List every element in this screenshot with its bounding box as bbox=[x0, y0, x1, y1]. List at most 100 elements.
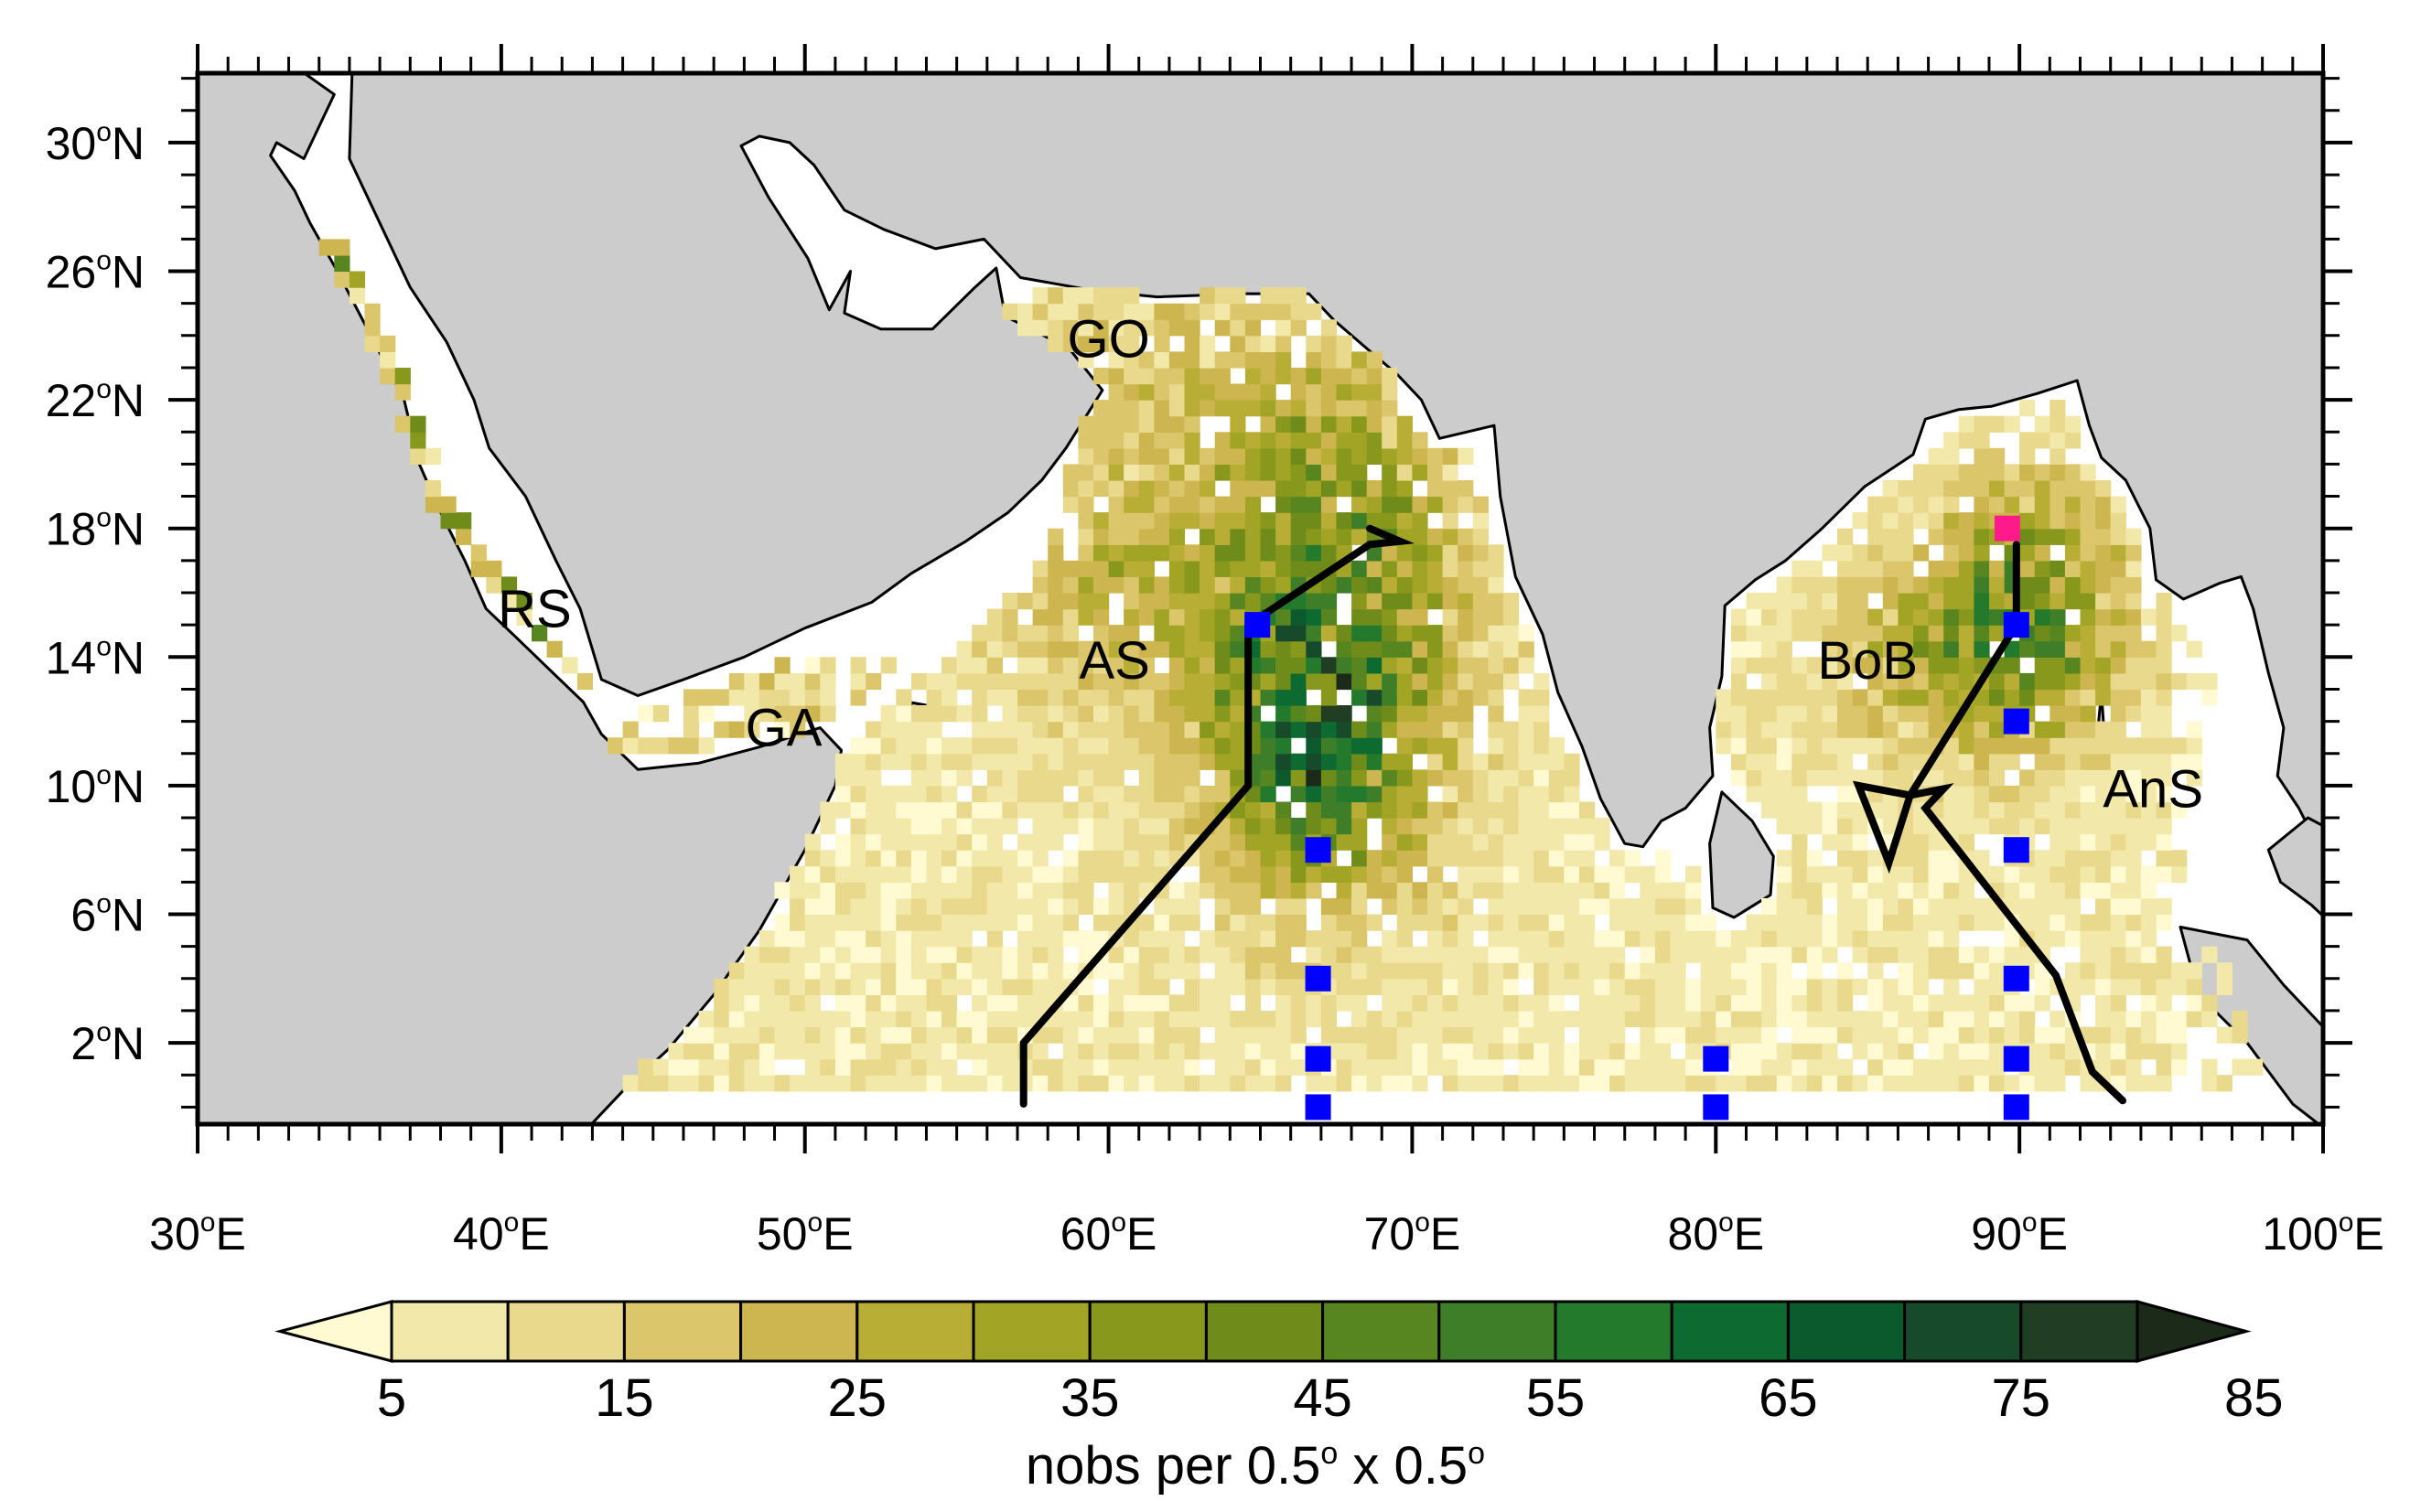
density-cell bbox=[2110, 962, 2126, 980]
density-cell bbox=[2050, 560, 2066, 577]
density-cell bbox=[1776, 978, 1792, 995]
density-cell bbox=[1108, 544, 1124, 562]
density-cell bbox=[1472, 512, 1489, 530]
density-cell bbox=[1974, 1058, 1990, 1076]
density-cell bbox=[1214, 978, 1231, 995]
density-cell bbox=[1017, 962, 1034, 980]
density-cell bbox=[790, 962, 806, 980]
density-cell bbox=[1138, 368, 1155, 385]
density-cell bbox=[1928, 882, 1944, 899]
density-cell bbox=[1958, 415, 1974, 433]
density-cell bbox=[1032, 737, 1049, 755]
latitude-label: 26oN bbox=[46, 246, 145, 298]
density-cell bbox=[1290, 1043, 1307, 1060]
density-cell bbox=[1351, 833, 1368, 851]
density-cell bbox=[1898, 994, 1914, 1012]
density-cell bbox=[1093, 593, 1110, 610]
density-cell bbox=[1154, 576, 1170, 594]
density-cell bbox=[1837, 689, 1854, 706]
density-cell bbox=[1214, 753, 1231, 770]
density-cell bbox=[744, 978, 760, 995]
density-cell bbox=[1579, 946, 1596, 963]
density-cell bbox=[1670, 978, 1686, 995]
density-cell bbox=[1472, 978, 1489, 995]
density-cell bbox=[1351, 576, 1368, 594]
density-cell bbox=[1654, 1026, 1672, 1044]
density-cell bbox=[1184, 769, 1200, 787]
density-cell bbox=[850, 850, 866, 867]
density-cell bbox=[1458, 721, 1474, 738]
density-cell bbox=[1336, 705, 1352, 723]
density-cell bbox=[1275, 833, 1292, 851]
density-cell bbox=[850, 689, 866, 706]
density-cell bbox=[1184, 496, 1200, 513]
density-cell bbox=[1958, 1075, 1974, 1092]
density-cell bbox=[2186, 962, 2202, 980]
density-cell bbox=[1382, 833, 1398, 851]
density-cell bbox=[2034, 721, 2050, 738]
density-cell bbox=[1078, 721, 1094, 738]
density-cell bbox=[1214, 608, 1231, 626]
density-cell bbox=[1048, 882, 1064, 899]
density-cell bbox=[1412, 560, 1428, 577]
density-cell bbox=[1108, 721, 1124, 738]
density-cell bbox=[1275, 368, 1292, 385]
density-cell bbox=[1244, 576, 1262, 594]
density-cell bbox=[986, 1058, 1003, 1076]
density-cell bbox=[2156, 640, 2172, 658]
density-cell bbox=[1168, 994, 1186, 1012]
density-cell bbox=[1351, 464, 1368, 481]
density-cell bbox=[1184, 994, 1200, 1012]
density-cell bbox=[1078, 496, 1094, 513]
density-cell bbox=[1382, 897, 1398, 916]
density-cell bbox=[1108, 432, 1124, 449]
density-cell bbox=[2110, 1058, 2126, 1076]
density-cell bbox=[1791, 882, 1808, 899]
density-cell bbox=[1533, 882, 1550, 899]
density-cell bbox=[1290, 994, 1307, 1012]
density-cell bbox=[1746, 625, 1762, 642]
density-cell bbox=[486, 576, 502, 594]
density-cell bbox=[1124, 335, 1140, 352]
density-cell bbox=[1366, 737, 1383, 755]
density-cell bbox=[2110, 737, 2126, 755]
density-cell bbox=[2156, 946, 2172, 963]
density-cell bbox=[1670, 914, 1686, 931]
density-cell bbox=[941, 1026, 958, 1044]
region-label-as: AS bbox=[1080, 631, 1150, 691]
density-cell bbox=[2095, 818, 2112, 835]
density-cell bbox=[1320, 1010, 1338, 1028]
density-cell bbox=[2064, 801, 2082, 819]
density-cell bbox=[866, 962, 882, 980]
colorbar bbox=[274, 1300, 2252, 1363]
density-cell bbox=[1351, 962, 1368, 980]
density-cell bbox=[910, 865, 928, 883]
density-cell bbox=[1214, 447, 1231, 465]
density-cell bbox=[2050, 737, 2066, 755]
density-cell bbox=[1138, 1075, 1155, 1092]
density-cell bbox=[1867, 914, 1884, 931]
density-cell bbox=[1078, 464, 1094, 481]
density-cell bbox=[1366, 705, 1383, 723]
density-cell bbox=[1716, 1026, 1732, 1044]
density-cell bbox=[1730, 994, 1748, 1012]
density-cell bbox=[1184, 593, 1200, 610]
density-cell bbox=[1518, 865, 1534, 883]
density-cell bbox=[1776, 753, 1792, 770]
density-cell bbox=[1336, 753, 1352, 770]
density-cell bbox=[790, 1026, 806, 1044]
colorbar-segment bbox=[972, 1300, 1092, 1363]
density-cell bbox=[1382, 544, 1398, 562]
density-cell bbox=[834, 865, 852, 883]
density-cell bbox=[820, 672, 836, 691]
density-cell bbox=[1837, 914, 1854, 931]
density-cell bbox=[1184, 897, 1200, 916]
density-cell bbox=[2019, 544, 2036, 562]
density-cell bbox=[2125, 753, 2142, 770]
density-cell bbox=[1928, 1075, 1944, 1092]
density-cell bbox=[1882, 946, 1899, 963]
density-cell bbox=[1867, 962, 1884, 980]
density-cell bbox=[1730, 1075, 1748, 1092]
density-cell bbox=[1958, 769, 1974, 787]
density-cell bbox=[1200, 303, 1216, 320]
